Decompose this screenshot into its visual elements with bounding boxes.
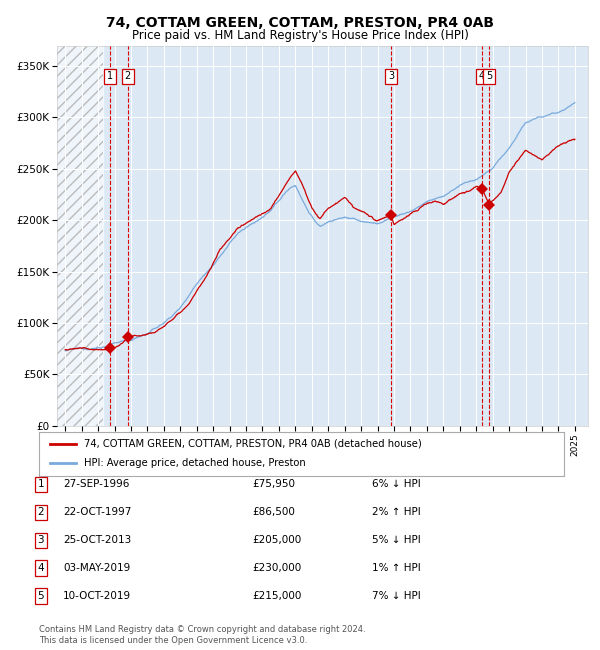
Text: 3: 3 [388, 72, 394, 81]
Text: 22-OCT-1997: 22-OCT-1997 [63, 507, 131, 517]
Text: 6% ↓ HPI: 6% ↓ HPI [372, 479, 421, 489]
Text: 2: 2 [37, 507, 44, 517]
Bar [57, 46, 103, 426]
Text: 74, COTTAM GREEN, COTTAM, PRESTON, PR4 0AB: 74, COTTAM GREEN, COTTAM, PRESTON, PR4 0… [106, 16, 494, 31]
Text: 10-OCT-2019: 10-OCT-2019 [63, 591, 131, 601]
Text: £215,000: £215,000 [252, 591, 301, 601]
Text: 2% ↑ HPI: 2% ↑ HPI [372, 507, 421, 517]
Text: HPI: Average price, detached house, Preston: HPI: Average price, detached house, Pres… [83, 458, 305, 469]
Text: 25-OCT-2013: 25-OCT-2013 [63, 535, 131, 545]
Text: 1% ↑ HPI: 1% ↑ HPI [372, 563, 421, 573]
Text: £205,000: £205,000 [252, 535, 301, 545]
Text: 74, COTTAM GREEN, COTTAM, PRESTON, PR4 0AB (detached house): 74, COTTAM GREEN, COTTAM, PRESTON, PR4 0… [83, 439, 421, 449]
Text: Price paid vs. HM Land Registry's House Price Index (HPI): Price paid vs. HM Land Registry's House … [131, 29, 469, 42]
Text: 5: 5 [486, 72, 492, 81]
Text: 7% ↓ HPI: 7% ↓ HPI [372, 591, 421, 601]
Text: £230,000: £230,000 [252, 563, 301, 573]
Text: 4: 4 [37, 563, 44, 573]
Text: £86,500: £86,500 [252, 507, 295, 517]
Text: 1: 1 [107, 72, 113, 81]
Text: £75,950: £75,950 [252, 479, 295, 489]
Text: 2: 2 [125, 72, 131, 81]
Bar [57, 46, 103, 426]
Text: 5% ↓ HPI: 5% ↓ HPI [372, 535, 421, 545]
Text: Contains HM Land Registry data © Crown copyright and database right 2024.
This d: Contains HM Land Registry data © Crown c… [39, 625, 365, 645]
Text: 1: 1 [37, 479, 44, 489]
Text: 03-MAY-2019: 03-MAY-2019 [63, 563, 130, 573]
Text: 4: 4 [479, 72, 485, 81]
Text: 27-SEP-1996: 27-SEP-1996 [63, 479, 130, 489]
Text: 3: 3 [37, 535, 44, 545]
Text: 5: 5 [37, 591, 44, 601]
